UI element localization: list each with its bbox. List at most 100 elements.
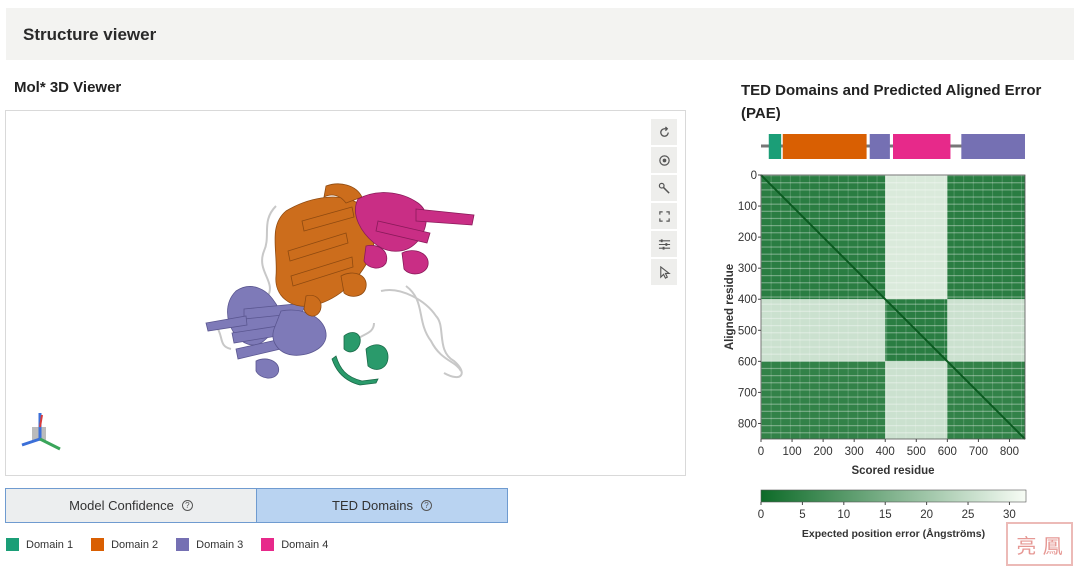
viewer-toolbar [651,119,679,285]
heatmap-stripe [915,175,917,439]
colorbar-label: Expected position error (Ångströms) [802,527,985,540]
heatmap-block[interactable] [947,175,1025,300]
x-tick-label: 500 [907,446,926,458]
heatmap-stripe [761,282,1025,284]
pae-colorbar: 0 5 10 15 20 25 30 Expected position error (Ång… [758,489,1027,540]
color-scheme-tabs: Model Confidence ? TED Domains ? [5,488,508,523]
reset-camera-button[interactable] [651,119,677,145]
y-tick-label: 500 [738,325,757,337]
y-tick-label: 200 [738,232,757,244]
controls-button[interactable] [651,175,677,201]
pae-title: TED Domains and Predicted Aligned Error … [741,82,1042,122]
heatmap-stripe [943,175,945,439]
heatmap-stripe [761,267,1025,270]
pae-heatmap[interactable] [760,174,1026,440]
expand-icon [658,210,670,222]
help-icon[interactable]: ? [181,500,193,511]
heatmap-stripe [761,203,1025,205]
heatmap-stripe [761,410,1025,412]
legend-item: Domain 2 [91,538,158,551]
heatmap-stripe [761,332,1025,334]
heatmap-block[interactable] [761,299,886,362]
heatmap-stripe [857,175,859,439]
heatmap-stripe [876,175,878,439]
tab-ted-domains[interactable]: TED Domains ? [256,488,508,523]
expand-button[interactable] [651,203,677,229]
domain-2-ribbon [274,183,375,317]
legend-item: Domain 1 [6,538,73,551]
heatmap-stripe [847,175,849,439]
heatmap-stripe [761,253,1025,255]
watermark-seal: 亮 鳳 [1006,522,1073,566]
heatmap-stripe [761,375,1025,377]
x-tick-label: 100 [782,446,801,458]
tab-model-confidence-label: Model Confidence [69,498,174,513]
heatmap-stripe [905,175,907,439]
legend-label: Domain 2 [111,538,159,551]
heatmap-stripe [761,382,1025,384]
colorbar-tick-label: 15 [879,509,892,521]
x-tick-label: 800 [1000,446,1019,458]
heatmap-stripe [818,175,820,439]
section-header: Structure viewer [6,8,1074,60]
domain-track-segment [869,134,890,159]
y-tick-label: 0 [751,170,757,182]
mol-3d-viewer[interactable] [5,110,686,476]
heatmap-block[interactable] [885,361,948,439]
pae-axes: 0 100 200 300 400 500 600 700 800 0 100 200 300 400 50… [724,170,1019,477]
y-tick-label: 800 [738,418,757,430]
heatmap-stripe [761,189,1025,191]
protein-structure-render[interactable] [6,111,686,476]
colorbar-tick-label: 10 [837,509,850,521]
heatmap-stripe [761,289,1025,291]
heatmap-block[interactable] [947,299,1025,362]
tab-model-confidence[interactable]: Model Confidence ? [5,488,256,523]
heatmap-stripe [761,396,1025,398]
domain-track-segment [961,134,1025,159]
heatmap-stripe [866,175,868,439]
heatmap-stripe [761,317,1025,320]
heatmap-stripe [761,339,1025,341]
heatmap-stripe [761,353,1025,355]
orientation-axes-icon [21,413,61,451]
selection-mode-button[interactable] [651,259,677,285]
heatmap-stripe [886,175,888,439]
legend-label: Domain 3 [196,538,244,551]
heatmap-stripe [1011,175,1013,439]
heatmap-stripe [761,296,1025,298]
help-icon[interactable]: ? [420,500,432,511]
tab-ted-domains-label: TED Domains [332,498,413,513]
y-axis-label: Aligned residue [724,264,736,350]
colorbar-tick-label: 30 [1003,509,1016,521]
heatmap-block[interactable] [761,361,886,439]
screenshot-button[interactable] [651,147,677,173]
heatmap-stripe [761,210,1025,212]
colorbar-tick-label: 5 [799,509,805,521]
heatmap-stripe [780,175,782,439]
heatmap-stripe [761,325,1025,327]
heatmap-stripe [761,175,1025,177]
x-tick-label: 700 [969,446,988,458]
colorbar-gradient [760,489,1027,503]
y-tick-label: 600 [738,356,757,368]
domain-track [761,134,1025,159]
colorbar-tick-label: 25 [962,509,975,521]
settings-button[interactable] [651,231,677,257]
heatmap-stripe [761,346,1025,348]
heatmap-stripe [761,239,1025,241]
heatmap-stripe [761,175,762,439]
heatmap-stripe [761,303,1025,305]
heatmap-stripe [761,425,1025,427]
legend-label: Domain 1 [26,538,74,551]
heatmap-stripe [809,175,811,439]
heatmap-block[interactable] [885,175,948,300]
heatmap-stripe [972,175,974,439]
legend-label: Domain 4 [281,538,329,551]
heatmap-stripe [761,275,1025,277]
heatmap-stripe [828,175,830,439]
legend-swatch [176,538,190,551]
heatmap-stripe [761,182,1025,184]
y-tick-label: 700 [738,387,757,399]
heatmap-stripe [838,175,840,439]
